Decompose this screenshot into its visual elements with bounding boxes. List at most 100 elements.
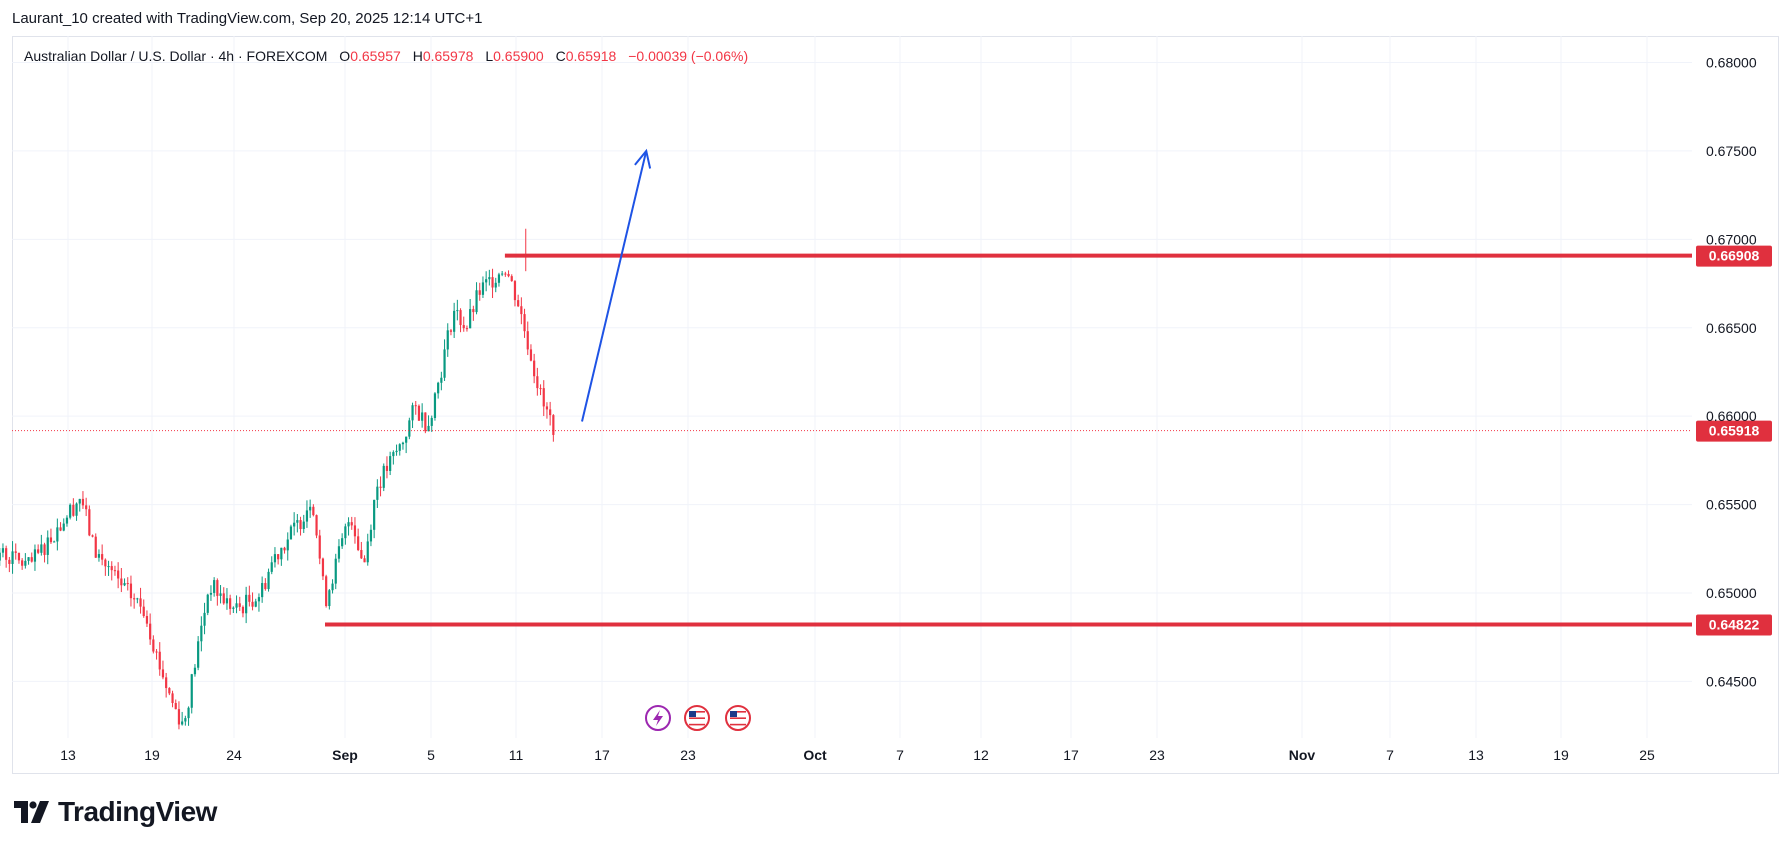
x-tick-label: 23 bbox=[680, 747, 696, 763]
candle-body bbox=[27, 557, 30, 561]
candle-body bbox=[283, 547, 286, 551]
candle-body bbox=[91, 535, 94, 537]
candle-body bbox=[417, 405, 421, 421]
candle-body bbox=[485, 279, 488, 283]
candle-body bbox=[187, 707, 190, 719]
candle-body bbox=[510, 276, 513, 282]
low-label: L bbox=[485, 48, 493, 64]
chart-pane[interactable] bbox=[12, 36, 1779, 774]
candle-body bbox=[494, 282, 497, 288]
open-label: O bbox=[339, 48, 350, 64]
candle-body bbox=[94, 536, 97, 558]
candle-body bbox=[241, 606, 245, 614]
candle-body bbox=[475, 290, 478, 313]
lightning-event-icon bbox=[645, 705, 671, 731]
x-tick-label: Nov bbox=[1289, 747, 1316, 763]
candle-body bbox=[219, 593, 222, 596]
candle-body bbox=[302, 521, 305, 530]
candle-body bbox=[513, 281, 517, 301]
candle-body bbox=[46, 537, 49, 555]
candle-body bbox=[334, 558, 337, 584]
candle-body bbox=[318, 535, 321, 559]
candle-body bbox=[126, 583, 129, 585]
high-label: H bbox=[413, 48, 423, 64]
candle-body bbox=[72, 504, 75, 516]
event-markers bbox=[645, 705, 751, 731]
candle-body bbox=[267, 571, 270, 590]
candle-body bbox=[213, 580, 216, 593]
tradingview-logo[interactable]: TradingView bbox=[14, 796, 217, 828]
x-tick-label: 12 bbox=[973, 747, 989, 763]
candle-body bbox=[85, 505, 88, 510]
candle-body bbox=[149, 623, 152, 640]
candle-body bbox=[21, 560, 24, 566]
candle-body bbox=[232, 607, 235, 609]
candle-body bbox=[315, 515, 318, 536]
y-tick-label: 0.67500 bbox=[1706, 143, 1757, 159]
attribution-header: Laurant_10 created with TradingView.com,… bbox=[12, 10, 483, 27]
candle-body bbox=[78, 498, 81, 504]
low-value: 0.65900 bbox=[493, 48, 544, 64]
candle-body bbox=[254, 601, 257, 607]
candle-body bbox=[75, 503, 78, 516]
candle-body bbox=[152, 639, 155, 652]
candle-body bbox=[197, 641, 200, 668]
candle-body bbox=[101, 554, 104, 560]
candle-body bbox=[376, 486, 379, 500]
candle-body bbox=[277, 554, 280, 560]
candle-body bbox=[433, 393, 437, 418]
candle-body bbox=[350, 522, 353, 526]
x-tick-label: 17 bbox=[1063, 747, 1079, 763]
candle-body bbox=[270, 562, 273, 572]
candle-body bbox=[190, 674, 193, 708]
candle-body bbox=[81, 498, 85, 506]
candle-body bbox=[235, 603, 238, 608]
x-tick-label: 7 bbox=[896, 747, 904, 763]
candle-body bbox=[517, 300, 520, 307]
candle-body bbox=[385, 465, 389, 471]
candle-body bbox=[129, 583, 133, 599]
price-chart[interactable]: 0.66908 0.65918 0.64822 0.68000 0.67500 0.67… bbox=[0, 0, 1791, 780]
candle-body bbox=[520, 306, 523, 315]
price-label: 0.64822 bbox=[1709, 616, 1760, 632]
candle-body bbox=[181, 721, 184, 725]
levels: 0.66908 0.65918 0.64822 bbox=[12, 148, 1772, 636]
price-axis: 0.68000 0.67500 0.67000 0.66500 0.66000 0.655… bbox=[1706, 55, 1757, 690]
candle-body bbox=[120, 578, 123, 586]
candle-body bbox=[481, 282, 485, 295]
candle-body bbox=[1, 548, 5, 553]
candle-body bbox=[536, 376, 539, 389]
candle-body bbox=[299, 520, 302, 530]
candle-body bbox=[401, 442, 405, 445]
open-value: 0.65957 bbox=[350, 48, 401, 64]
candle-body bbox=[328, 590, 331, 607]
candle-body bbox=[437, 382, 440, 394]
x-tick-label: Oct bbox=[803, 747, 827, 763]
candle-body bbox=[113, 570, 117, 572]
candle-body bbox=[56, 527, 59, 542]
candle-body bbox=[395, 450, 398, 453]
candle-body bbox=[264, 583, 267, 590]
time-axis: 13 19 24 Sep 5 11 17 23 Oct 7 12 17 23 Nov 7 13 19 25 bbox=[60, 747, 1655, 763]
candle-body bbox=[443, 349, 446, 378]
candle-body bbox=[465, 328, 469, 330]
candle-body bbox=[165, 677, 168, 689]
candle-body bbox=[168, 688, 171, 694]
candle-body bbox=[104, 559, 107, 567]
candle-body bbox=[229, 598, 232, 609]
x-tick-label: 17 bbox=[594, 747, 610, 763]
candle-body bbox=[325, 576, 328, 607]
us-flag-icon bbox=[725, 705, 751, 731]
candle-body bbox=[411, 405, 414, 421]
x-tick-label: 13 bbox=[60, 747, 76, 763]
candle-body bbox=[529, 349, 533, 361]
candle-body bbox=[209, 592, 213, 595]
price-label-bg bbox=[1696, 245, 1772, 267]
projection-arrow bbox=[581, 150, 648, 422]
candle-body bbox=[158, 651, 161, 670]
candle-body bbox=[501, 273, 504, 275]
candle-body bbox=[549, 409, 552, 416]
tradingview-wordmark: TradingView bbox=[58, 796, 217, 827]
candle-body bbox=[30, 557, 33, 562]
candle-body bbox=[363, 558, 366, 563]
